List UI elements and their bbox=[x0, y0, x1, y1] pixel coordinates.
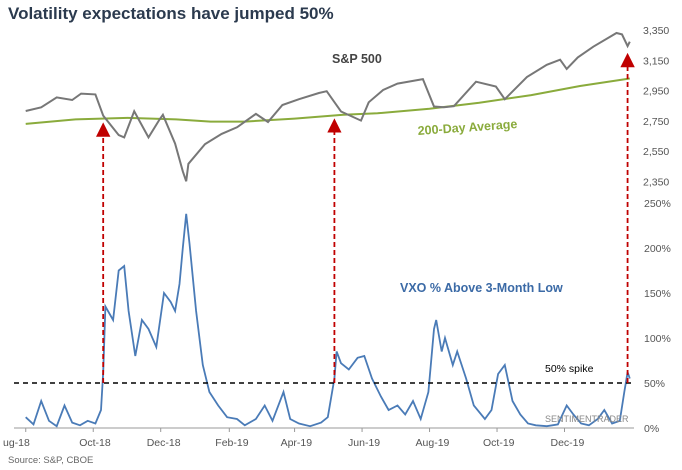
top-y-tick-label: 3,350 bbox=[643, 25, 669, 37]
annotations: 50% spike bbox=[14, 52, 635, 384]
bottom-y-axis: 250% 200% 150% 100% 50% 0% bbox=[644, 198, 671, 435]
x-tick-label: Oct-19 bbox=[483, 437, 515, 449]
vxo-label: VXO % Above 3-Month Low bbox=[400, 281, 563, 295]
x-tick-label: Feb-19 bbox=[215, 437, 248, 449]
spx-label: S&P 500 bbox=[332, 52, 382, 66]
top-y-tick-label: 2,950 bbox=[643, 86, 669, 98]
bottom-y-tick-label: 250% bbox=[644, 198, 671, 210]
series-lines bbox=[25, 31, 631, 428]
top-y-tick-label: 2,350 bbox=[643, 176, 669, 188]
vxo-line bbox=[25, 213, 631, 428]
x-tick-label: Aug-19 bbox=[416, 437, 450, 449]
top-y-tick-label: 2,750 bbox=[643, 116, 669, 128]
spx-line bbox=[25, 31, 631, 182]
bottom-y-tick-label: 50% bbox=[644, 378, 665, 390]
threshold-label: 50% spike bbox=[545, 363, 594, 375]
chart-title: Volatility expectations have jumped 50% bbox=[8, 4, 334, 23]
top-y-tick-label: 3,150 bbox=[643, 55, 669, 67]
x-tick-label: Jun-19 bbox=[348, 437, 380, 449]
watermark: SENTIMENTRADER bbox=[545, 414, 629, 424]
top-y-tick-label: 2,550 bbox=[643, 146, 669, 158]
x-tick-label: ug-18 bbox=[3, 437, 30, 449]
bottom-y-tick-label: 0% bbox=[644, 423, 659, 435]
x-tick-label: Oct-18 bbox=[79, 437, 111, 449]
source-note: Source: S&P, CBOE bbox=[8, 455, 94, 466]
x-tick-label: Dec-19 bbox=[551, 437, 585, 449]
x-axis: ug-18 Oct-18 Dec-18 Feb-19 Apr-19 Jun-19 Aug-1… bbox=[3, 427, 634, 449]
bottom-y-tick-label: 100% bbox=[644, 333, 671, 345]
x-tick-label: Dec-18 bbox=[147, 437, 181, 449]
bottom-y-tick-label: 200% bbox=[644, 243, 671, 255]
ma200-label: 200-Day Average bbox=[417, 117, 518, 138]
series-labels: S&P 500 200-Day Average VXO % Above 3-Mont… bbox=[332, 52, 629, 424]
bottom-y-tick-label: 150% bbox=[644, 288, 671, 300]
ma200-line bbox=[25, 77, 630, 125]
top-y-axis: 3,350 3,150 2,950 2,750 2,550 2,350 bbox=[643, 25, 669, 188]
x-tick-label: Apr-19 bbox=[281, 437, 313, 449]
